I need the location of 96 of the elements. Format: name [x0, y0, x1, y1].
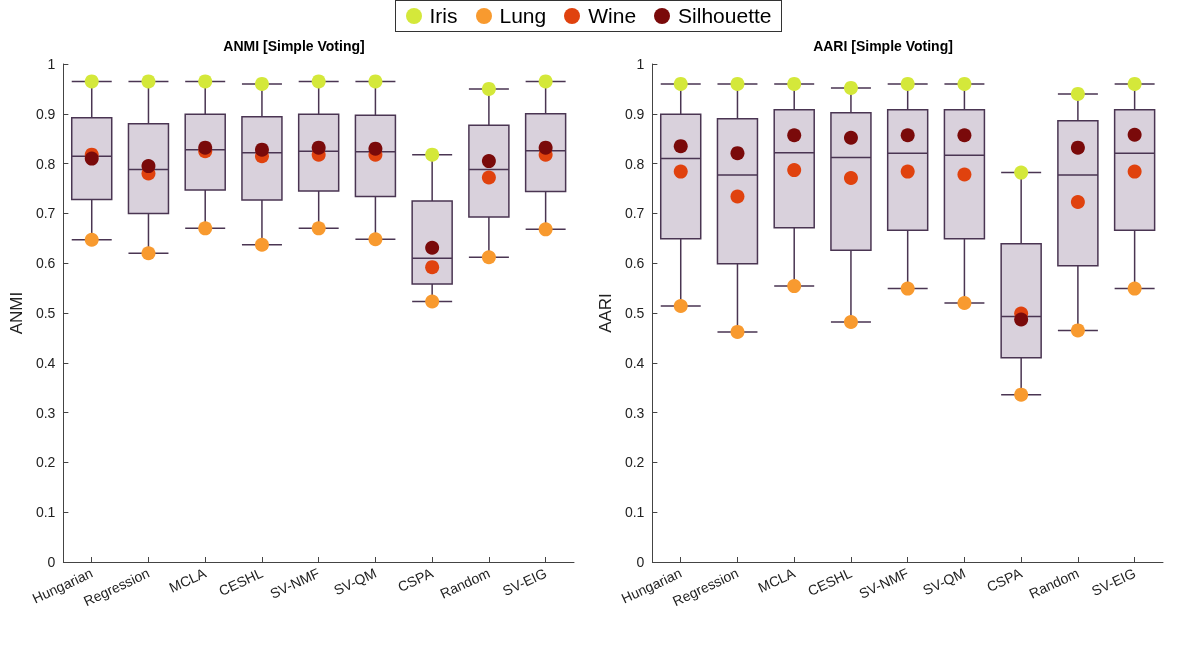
point — [538, 74, 553, 89]
point — [311, 140, 326, 155]
point — [368, 232, 383, 247]
point — [1127, 76, 1142, 91]
y-tick-label: 1 — [636, 56, 645, 72]
x-tick-label: CSPA — [395, 564, 437, 595]
point — [957, 76, 972, 91]
chart-title: AARI [Simple Voting] — [813, 38, 953, 54]
point — [425, 260, 440, 275]
point — [1127, 127, 1142, 142]
point — [843, 130, 858, 145]
point — [787, 279, 802, 294]
y-tick-label: 0 — [47, 554, 56, 570]
y-tick-label: 0.9 — [35, 105, 56, 122]
point — [84, 232, 99, 247]
point — [141, 74, 156, 89]
point — [1014, 165, 1029, 180]
point — [900, 164, 915, 179]
point — [481, 154, 496, 169]
point — [730, 76, 745, 91]
y-tick-label: 0.6 — [35, 255, 56, 272]
y-tick-label: 0.5 — [35, 305, 56, 321]
point — [673, 164, 688, 179]
y-tick-label: 0.8 — [624, 155, 645, 172]
y-tick-label: 0.4 — [35, 354, 56, 371]
point — [481, 81, 496, 96]
point — [425, 294, 440, 309]
point — [1070, 194, 1085, 209]
point — [368, 141, 383, 156]
y-tick-label: 0.1 — [624, 504, 645, 521]
point — [311, 74, 326, 89]
point — [843, 171, 858, 186]
point — [425, 147, 440, 162]
point — [1127, 164, 1142, 179]
point — [1070, 86, 1085, 101]
point — [141, 246, 156, 261]
y-tick-label: 0.7 — [624, 205, 645, 222]
legend-label: Lung — [499, 4, 547, 28]
y-tick-label: 0.7 — [35, 205, 56, 222]
point — [538, 140, 553, 155]
point — [481, 250, 496, 265]
y-tick-label: 0.4 — [624, 354, 645, 371]
point — [730, 146, 745, 161]
point — [1014, 387, 1029, 402]
y-tick-label: 0.3 — [624, 404, 645, 421]
point — [957, 128, 972, 143]
x-tick-label: CSPA — [984, 564, 1026, 595]
point — [198, 74, 213, 89]
point — [673, 139, 688, 154]
point — [843, 80, 858, 95]
chart-title: ANMI [Simple Voting] — [223, 38, 365, 54]
legend-label: Iris — [429, 4, 458, 28]
point — [141, 159, 156, 174]
point — [425, 240, 440, 255]
y-tick-label: 0.5 — [624, 305, 645, 321]
point — [1070, 140, 1085, 155]
y-tick-label: 0.3 — [35, 404, 56, 421]
point — [673, 299, 688, 314]
point — [198, 140, 213, 155]
y-tick-label: 0.2 — [624, 454, 645, 471]
y-tick-label: 0.8 — [35, 155, 56, 172]
point — [254, 142, 269, 157]
point — [1127, 281, 1142, 296]
point — [84, 74, 99, 89]
point — [787, 128, 802, 143]
point — [843, 314, 858, 329]
point — [311, 221, 326, 236]
point — [1070, 323, 1085, 338]
point — [900, 76, 915, 91]
point — [538, 222, 553, 237]
y-tick-label: 0 — [636, 554, 645, 570]
point — [787, 76, 802, 91]
point — [481, 170, 496, 185]
point — [254, 237, 269, 252]
point — [730, 189, 745, 204]
legend-label: Wine — [588, 4, 637, 28]
y-axis-title: AARI — [596, 293, 615, 333]
y-tick-label: 0.9 — [624, 105, 645, 122]
point — [900, 281, 915, 296]
y-tick-label: 0.1 — [35, 504, 56, 521]
point — [957, 167, 972, 182]
y-tick-label: 0.2 — [35, 454, 56, 471]
point — [1014, 312, 1029, 327]
point — [900, 128, 915, 143]
point — [787, 163, 802, 178]
y-tick-label: 0.6 — [624, 255, 645, 272]
point — [198, 221, 213, 236]
y-axis-title: ANMI — [7, 291, 26, 335]
point — [254, 76, 269, 91]
point — [730, 324, 745, 339]
y-tick-label: 1 — [47, 56, 56, 72]
point — [368, 74, 383, 89]
point — [673, 76, 688, 91]
point — [957, 296, 972, 311]
point — [84, 151, 99, 166]
legend-label: Silhouette — [678, 4, 772, 28]
